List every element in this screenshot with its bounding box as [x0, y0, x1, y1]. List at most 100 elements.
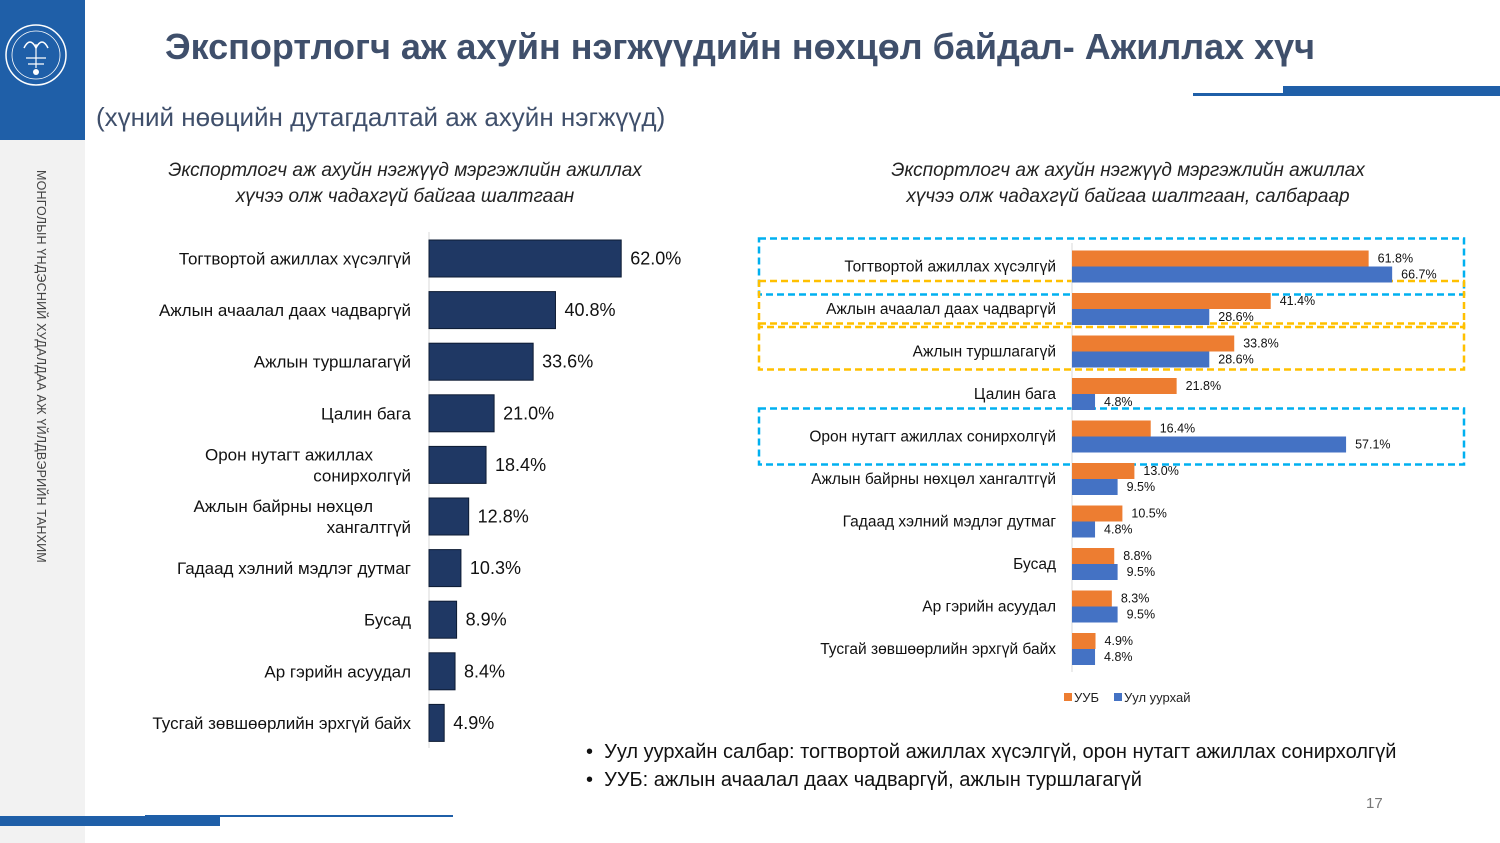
category-label: Бусад — [364, 611, 411, 630]
page-title: Экспортлогч аж ахуйн нэгжүүдийн нөхцөл б… — [165, 26, 1316, 67]
title-underline — [1193, 93, 1283, 96]
data-label: 21.0% — [503, 403, 554, 423]
bar — [1072, 633, 1096, 649]
category-label: Гадаад хэлний мэдлэг дутмаг — [843, 514, 1057, 531]
data-label: 62.0% — [630, 249, 681, 269]
data-label: 4.9% — [1105, 634, 1134, 648]
bullet-text: УУБ: ажлын ачаалал даах чадваргүй, ажлын… — [604, 769, 1142, 791]
data-label: 61.8% — [1378, 252, 1413, 266]
page-subtitle: (хүний нөөцийн дутагдалтай аж ахуйн нэгж… — [96, 102, 666, 132]
bar — [1072, 606, 1118, 623]
category-label: Тусгай зөвшөөрлийн эрхгүй байх — [820, 641, 1056, 658]
bar — [1072, 479, 1118, 495]
data-label: 33.6% — [542, 352, 593, 372]
data-label: 8.8% — [1123, 549, 1152, 563]
data-label: 18.4% — [495, 455, 546, 475]
data-label: 33.8% — [1243, 337, 1278, 351]
category-label: Ажлын байрны нөхцөл — [194, 497, 374, 516]
category-label: Ажлын ачаалал даах чадваргүй — [159, 301, 411, 320]
bar — [1072, 436, 1347, 453]
legend-swatch — [1064, 693, 1072, 701]
data-label: 4.8% — [1104, 650, 1133, 664]
data-label: 57.1% — [1355, 438, 1390, 452]
bar — [428, 497, 470, 536]
bar — [1072, 394, 1096, 410]
category-label: Орон нутагт ажиллах — [205, 445, 374, 464]
footer-line — [145, 815, 453, 817]
category-label: Тусгай зөвшөөрлийн эрхгүй байх — [152, 714, 411, 733]
bar — [1072, 564, 1118, 580]
key-findings-list: • Уул уурхайн салбар: тогтвортой ажиллах… — [586, 738, 1396, 794]
bar — [1072, 420, 1151, 437]
bullet-item: • УУБ: ажлын ачаалал даах чадваргүй, ажл… — [586, 769, 1142, 791]
left-chart-title-line: Экспортлогч аж ахуйн нэгжүүд мэргэжлийн … — [168, 160, 642, 181]
data-label: 10.3% — [470, 558, 521, 578]
category-label: Ар гэрийн асуудал — [922, 599, 1056, 616]
category-label: Гадаад хэлний мэдлэг дутмаг — [177, 559, 411, 578]
bar — [428, 600, 458, 639]
data-label: 8.3% — [1121, 592, 1150, 606]
bar — [1072, 505, 1123, 522]
legend-label: Уул уурхай — [1124, 690, 1190, 705]
category-label: Цалин бага — [321, 404, 412, 423]
left-chart-title: Экспортлогч аж ахуйн нэгжүүд мэргэжлийн … — [100, 158, 710, 210]
bar — [428, 703, 445, 742]
data-label: 9.5% — [1127, 608, 1156, 622]
data-label: 10.5% — [1131, 507, 1166, 521]
category-label: Бусад — [1013, 556, 1056, 573]
bar — [428, 652, 456, 691]
bar — [428, 291, 556, 330]
bar — [428, 445, 487, 484]
category-label: сонирхолгүй — [313, 466, 411, 485]
bar — [1072, 521, 1096, 538]
data-label: 8.9% — [466, 610, 507, 630]
bar — [1072, 649, 1096, 665]
footer-bar — [0, 816, 220, 826]
bar — [1072, 335, 1235, 352]
category-label: Тогтвортой ажиллах хүсэлгүй — [179, 250, 411, 269]
right-chart-title: Экспортлогч аж ахуйн нэгжүүд мэргэжлийн … — [808, 158, 1448, 210]
data-label: 28.6% — [1218, 353, 1253, 367]
data-label: 41.4% — [1280, 294, 1315, 308]
bar — [1072, 250, 1369, 267]
category-label: хангалтгүй — [327, 518, 411, 537]
category-label: Орон нутагт ажиллах сонирхолгүй — [809, 429, 1056, 446]
bar — [428, 549, 462, 588]
right-chart-title-line: Экспортлогч аж ахуйн нэгжүүд мэргэжлийн … — [891, 160, 1365, 181]
bar — [428, 394, 495, 433]
right-chart-title-line: хүчээ олж чадахгүй байгаа шалтгаан, салб… — [906, 186, 1350, 207]
bar — [1072, 293, 1271, 309]
title-underline-accent — [1283, 86, 1500, 96]
data-label: 40.8% — [564, 300, 615, 320]
bar — [1072, 548, 1115, 564]
bar — [1072, 351, 1210, 368]
legend-label: УУБ — [1074, 690, 1099, 705]
bar — [428, 239, 622, 278]
sidebar — [0, 0, 85, 843]
category-label: Ажлын туршлагагүй — [254, 353, 411, 372]
data-label: 9.5% — [1127, 565, 1156, 579]
data-label: 16.4% — [1160, 422, 1195, 436]
organization-name: МОНГОЛЫН ҮНДЭСНИЙ ХУДАЛДАА АЖ ҮЙЛДВЭРИЙН… — [34, 170, 48, 563]
left-chart-title-line: хүчээ олж чадахгүй байгаа шалтгаан — [235, 186, 575, 207]
category-label: Тогтвортой ажиллах хүсэлгүй — [844, 259, 1056, 276]
page-number: 17 — [1366, 795, 1383, 812]
bar — [1072, 266, 1393, 283]
bar — [1072, 378, 1177, 394]
category-label: Ажлын байрны нөхцөл хангалтгүй — [811, 471, 1056, 488]
data-label: 4.9% — [453, 713, 494, 733]
category-label: Ар гэрийн асуудал — [264, 662, 411, 681]
bar — [1072, 590, 1112, 607]
data-label: 4.8% — [1104, 395, 1133, 409]
data-label: 9.5% — [1127, 480, 1156, 494]
data-label: 28.6% — [1218, 310, 1253, 324]
bar — [1072, 309, 1210, 325]
bar — [428, 342, 534, 381]
legend-swatch — [1114, 693, 1122, 701]
logo — [0, 0, 85, 140]
data-label: 13.0% — [1143, 464, 1178, 478]
data-label: 4.8% — [1104, 523, 1133, 537]
category-label: Цалин бага — [974, 386, 1056, 403]
data-label: 12.8% — [478, 507, 529, 527]
